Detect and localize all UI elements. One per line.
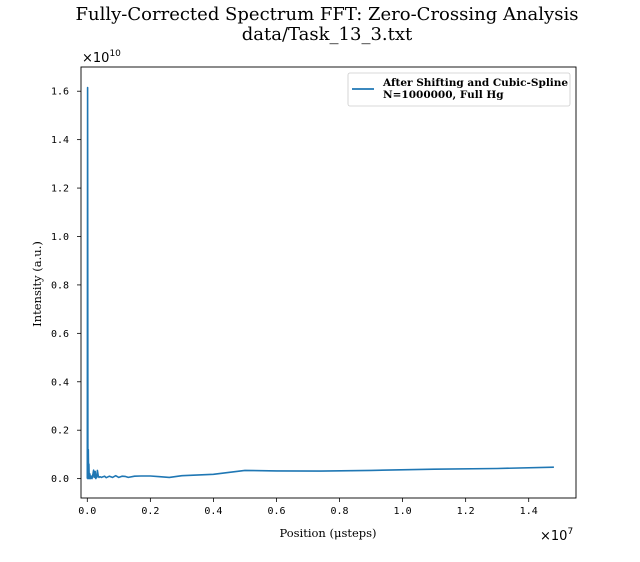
x-multiplier: ×107 (540, 527, 573, 544)
x-tick-label: 0.2 (141, 506, 159, 517)
x-multiplier-exponent: 7 (567, 527, 573, 537)
y-multiplier-base: ×10 (82, 51, 109, 66)
y-tick-label: 0.4 (51, 377, 69, 388)
x-tick-label: 1.0 (394, 506, 412, 517)
svg-text:×1010: ×1010 (82, 49, 121, 66)
series-line-0 (86, 86, 554, 480)
x-tick-label: 0.8 (331, 506, 349, 517)
x-tick-label: 0.4 (204, 506, 222, 517)
x-axis-label: Position (μsteps) (279, 526, 376, 540)
y-multiplier-exponent: 10 (109, 49, 121, 59)
y-tick-label: 1.0 (51, 232, 69, 243)
chart-title: Fully-Corrected Spectrum FFT: Zero-Cross… (76, 4, 579, 25)
plot-area: 0.0 0.2 0.4 0.6 0.8 1.0 1.2 1.4 0.0 0.2 0.4 0.6 0.8 1… (51, 66, 577, 517)
legend-label: After Shifting and Cubic-Spline (382, 77, 568, 89)
x-tick-label: 0.6 (267, 506, 285, 517)
plot-frame (80, 66, 577, 499)
y-tick-label: 0.0 (51, 474, 69, 485)
x-tick-label: 0.0 (78, 506, 96, 517)
y-tick-label: 1.2 (51, 184, 69, 195)
chart-subtitle: data/Task_13_3.txt (242, 24, 413, 45)
svg-text:×107: ×107 (540, 527, 573, 544)
y-tick-label: 0.6 (51, 329, 69, 340)
x-tick-label: 1.2 (457, 506, 475, 517)
y-tick-label: 1.4 (51, 135, 69, 146)
y-axis-label: Intensity (a.u.) (30, 241, 44, 327)
y-tick-label: 0.2 (51, 426, 69, 437)
legend-label: N=1000000, Full Hg (383, 89, 504, 101)
legend-box (347, 72, 571, 107)
x-tick-label: 1.4 (520, 506, 538, 517)
y-multiplier: ×1010 (82, 49, 121, 66)
y-tick-label: 0.8 (51, 280, 69, 291)
x-multiplier-base: ×10 (540, 529, 567, 544)
y-tick-label: 1.6 (51, 87, 69, 98)
